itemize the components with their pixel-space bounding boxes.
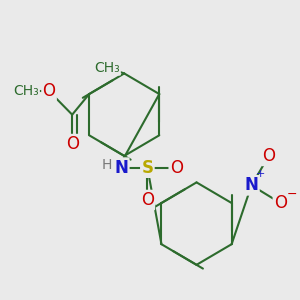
Text: O: O: [141, 191, 154, 209]
Text: CH₃: CH₃: [94, 61, 120, 75]
Text: O: O: [274, 194, 287, 212]
Text: N: N: [114, 159, 128, 177]
Text: CH₃: CH₃: [13, 84, 39, 98]
Text: N: N: [244, 176, 258, 194]
Text: O: O: [66, 135, 79, 153]
Text: H: H: [102, 158, 112, 172]
Text: S: S: [141, 159, 153, 177]
Text: O: O: [43, 82, 56, 100]
Text: −: −: [287, 188, 297, 201]
Text: O: O: [170, 159, 183, 177]
Text: +: +: [256, 169, 265, 178]
Text: O: O: [262, 147, 275, 165]
